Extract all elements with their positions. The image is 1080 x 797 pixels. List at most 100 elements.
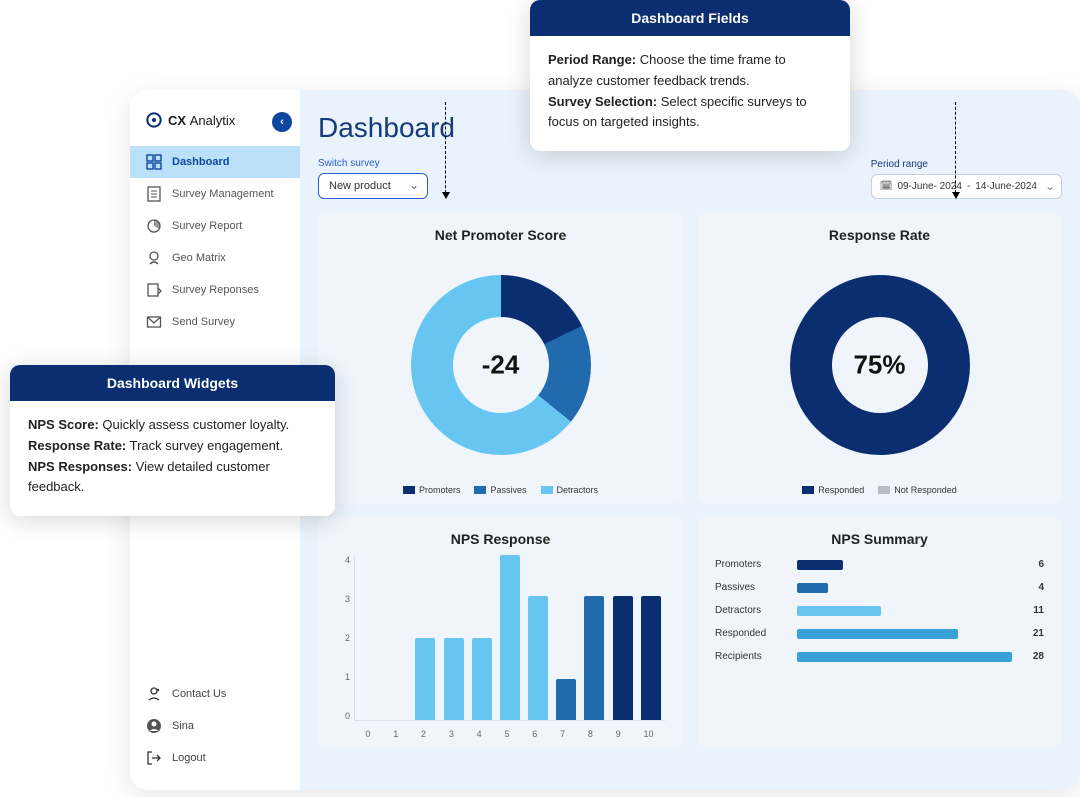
widgets-grid: Net Promoter Score -24 Promoters Passives… <box>318 213 1062 790</box>
callout-fields-body: Period Range: Choose the time frame to a… <box>530 36 850 151</box>
bar <box>641 596 661 720</box>
bar <box>528 596 548 720</box>
sidebar-item-send-survey[interactable]: Send Survey <box>130 306 300 338</box>
arrow-to-survey-select <box>445 102 446 198</box>
arrow-to-period-range <box>955 102 956 198</box>
summary-fill <box>797 560 843 570</box>
nav-label: Contact Us <box>172 688 226 700</box>
brand: CX Analytix ‹ <box>130 112 300 146</box>
survey-select-group: Switch survey New product <box>318 158 428 199</box>
nps-response-chart: 43210 012345678910 <box>332 555 669 739</box>
summary-row: Passives 4 <box>715 582 1044 593</box>
response-icon <box>146 282 162 298</box>
pie-icon <box>146 218 162 234</box>
survey-select[interactable]: New product <box>318 173 428 199</box>
period-from: 09-June- 2024 <box>897 181 962 192</box>
summary-value: 28 <box>1022 651 1044 662</box>
summary-track <box>797 629 1012 639</box>
callout-dashboard-widgets: Dashboard Widgets NPS Score: Quickly ass… <box>10 365 335 516</box>
brand-logo-icon <box>146 112 162 128</box>
callout-widgets-body: NPS Score: Quickly assess customer loyal… <box>10 401 335 516</box>
response-center-value: 75% <box>853 350 905 381</box>
legend-item: Responded <box>802 485 864 495</box>
sidebar-item-contact-us[interactable]: Contact Us <box>130 678 300 710</box>
nps-title: Net Promoter Score <box>332 227 669 243</box>
bar <box>613 596 633 720</box>
summary-label: Recipients <box>715 651 787 662</box>
nav-label: Survey Reponses <box>172 284 259 296</box>
legend-item: Not Responded <box>878 485 957 495</box>
period-range-group: Period range 🗓 09-June- 2024 - 14-June-2… <box>871 159 1062 199</box>
nav-label: Send Survey <box>172 316 235 328</box>
nps-response-title: NPS Response <box>332 531 669 547</box>
bar <box>584 596 604 720</box>
mail-icon <box>146 314 162 330</box>
summary-fill <box>797 629 958 639</box>
calendar-icon: 🗓 <box>880 181 893 192</box>
nps-legend: Promoters Passives Detractors <box>332 485 669 495</box>
nav-label: Survey Report <box>172 220 242 232</box>
nav-label: Survey Management <box>172 188 274 200</box>
summary-label: Responded <box>715 628 787 639</box>
sidebar-item-geo-matrix[interactable]: Geo Matrix <box>130 242 300 274</box>
summary-label: Promoters <box>715 559 787 570</box>
summary-track <box>797 560 1012 570</box>
user-icon <box>146 718 162 734</box>
summary-row: Responded 21 <box>715 628 1044 639</box>
widget-nps-score: Net Promoter Score -24 Promoters Passives… <box>318 213 683 503</box>
contact-icon <box>146 686 162 702</box>
summary-label: Passives <box>715 582 787 593</box>
period-separator: - <box>967 181 970 192</box>
nps-response-bars <box>354 555 665 721</box>
bar <box>556 679 576 720</box>
summary-value: 11 <box>1022 605 1044 616</box>
response-donut-wrap: 75% <box>711 251 1048 479</box>
bar <box>500 555 520 720</box>
nps-response-y-axis: 43210 <box>332 555 350 721</box>
nav-label: Geo Matrix <box>172 252 226 264</box>
summary-value: 6 <box>1022 559 1044 570</box>
summary-value: 4 <box>1022 582 1044 593</box>
summary-row: Detractors 11 <box>715 605 1044 616</box>
widget-nps-response: NPS Response 43210 012345678910 <box>318 517 683 747</box>
sidebar-item-dashboard[interactable]: Dashboard <box>130 146 300 178</box>
widget-nps-summary: NPS Summary Promoters 6 Passives 4 Detractor… <box>697 517 1062 747</box>
legend-item: Detractors <box>541 485 599 495</box>
nps-summary-rows: Promoters 6 Passives 4 Detractors 11 Responded… <box>711 555 1048 739</box>
nav-label: Dashboard <box>172 156 229 168</box>
callout-dashboard-fields: Dashboard Fields Period Range: Choose th… <box>530 0 850 151</box>
nps-donut-wrap: -24 <box>332 251 669 479</box>
main-content: Dashboard Switch survey New product Peri… <box>300 90 1080 790</box>
summary-fill <box>797 652 1012 662</box>
summary-value: 21 <box>1022 628 1044 639</box>
summary-row: Promoters 6 <box>715 559 1044 570</box>
summary-row: Recipients 28 <box>715 651 1044 662</box>
legend-item: Passives <box>474 485 526 495</box>
summary-track <box>797 583 1012 593</box>
survey-selected-value: New product <box>329 180 391 192</box>
nps-center-value: -24 <box>482 350 520 381</box>
list-icon <box>146 186 162 202</box>
sidebar-collapse-button[interactable]: ‹ <box>272 112 292 132</box>
sidebar-item-survey-management[interactable]: Survey Management <box>130 178 300 210</box>
sidebar-item-survey-responses[interactable]: Survey Reponses <box>130 274 300 306</box>
callout-fields-title: Dashboard Fields <box>530 0 850 36</box>
period-range-picker[interactable]: 🗓 09-June- 2024 - 14-June-2024 <box>871 174 1062 199</box>
controls-row: Switch survey New product Period range 🗓… <box>318 158 1062 199</box>
sidebar-item-survey-report[interactable]: Survey Report <box>130 210 300 242</box>
summary-track <box>797 652 1012 662</box>
sidebar-item-user[interactable]: Sina <box>130 710 300 742</box>
nav-label: Sina <box>172 720 194 732</box>
widget-response-rate: Response Rate 75% RespondedNot Responded <box>697 213 1062 503</box>
nps-summary-title: NPS Summary <box>711 531 1048 547</box>
nav-label: Logout <box>172 752 206 764</box>
bar <box>444 638 464 721</box>
period-range-label: Period range <box>871 159 1062 170</box>
legend-item: Promoters <box>403 485 461 495</box>
summary-label: Detractors <box>715 605 787 616</box>
summary-fill <box>797 583 828 593</box>
response-legend: Responded Not Responded <box>711 485 1048 495</box>
sidebar-item-logout[interactable]: Logout <box>130 742 300 774</box>
nps-response-x-axis: 012345678910 <box>354 729 665 739</box>
summary-track <box>797 606 1012 616</box>
